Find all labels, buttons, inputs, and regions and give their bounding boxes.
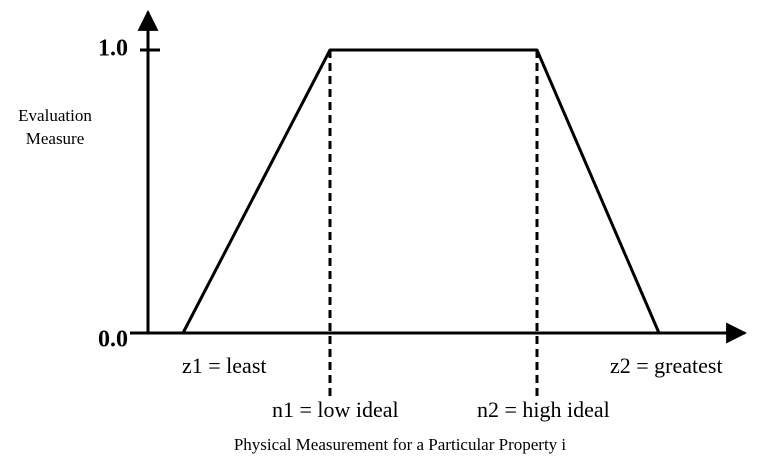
point-label: n2 = high ideal [477, 397, 610, 422]
y-top-label: 1.0 [98, 36, 128, 62]
y-title: Measure [26, 129, 85, 148]
y-bottom-label: 0.0 [98, 327, 128, 353]
point-label: n1 = low ideal [272, 397, 399, 422]
x-title: Physical Measurement for a Particular Pr… [234, 435, 567, 454]
y-title: Evaluation [18, 106, 92, 125]
trapezoid [181, 48, 661, 334]
point-label: z1 = least [182, 353, 267, 378]
point-label: z2 = greatest [610, 353, 723, 378]
